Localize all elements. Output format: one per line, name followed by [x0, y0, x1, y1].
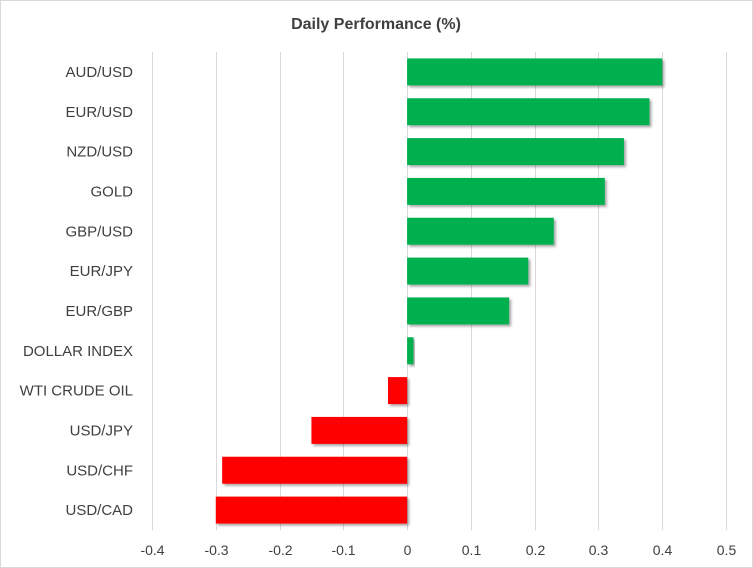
category-label: EUR/JPY [70, 263, 133, 280]
x-tick-label: -0.3 [204, 542, 228, 558]
category-label: EUR/GBP [65, 303, 133, 320]
bar-wti-crude-oil [387, 377, 408, 405]
category-label: GOLD [90, 183, 133, 200]
category-label: USD/CAD [65, 502, 133, 519]
bar-eur-jpy [407, 257, 529, 285]
category-label: NZD/USD [66, 144, 133, 161]
bar-gold [407, 177, 605, 205]
category-label: DOLLAR INDEX [23, 343, 133, 360]
x-tick-label: -0.4 [140, 542, 164, 558]
x-tick-label: 0.4 [653, 542, 673, 558]
category-label: GBP/USD [65, 223, 133, 240]
x-tick-label: 0.1 [462, 542, 482, 558]
x-tick-label: 0.2 [526, 542, 546, 558]
bar-nzd-usd [407, 138, 624, 166]
bar-aud-usd [407, 58, 663, 86]
bar-dollar-index [407, 337, 414, 365]
x-tick-label: -0.1 [331, 542, 355, 558]
bar-gbp-usd [407, 217, 554, 245]
bar-usd-jpy [311, 416, 408, 444]
bar-eur-usd [407, 98, 650, 126]
category-label: USD/CHF [66, 462, 133, 479]
bar-usd-chf [222, 456, 408, 484]
category-label: USD/JPY [70, 422, 133, 439]
bar-usd-cad [215, 496, 408, 524]
chart-title: Daily Performance (%) [291, 16, 461, 33]
x-tick-label: -0.2 [268, 542, 292, 558]
bar-eur-gbp [407, 297, 510, 325]
x-tick-label: 0.3 [589, 542, 609, 558]
x-tick-label: 0.5 [717, 542, 737, 558]
category-label: AUD/USD [65, 64, 133, 81]
category-label: WTI CRUDE OIL [20, 383, 133, 400]
category-label: EUR/USD [65, 104, 133, 121]
x-tick-label: 0 [404, 542, 412, 558]
